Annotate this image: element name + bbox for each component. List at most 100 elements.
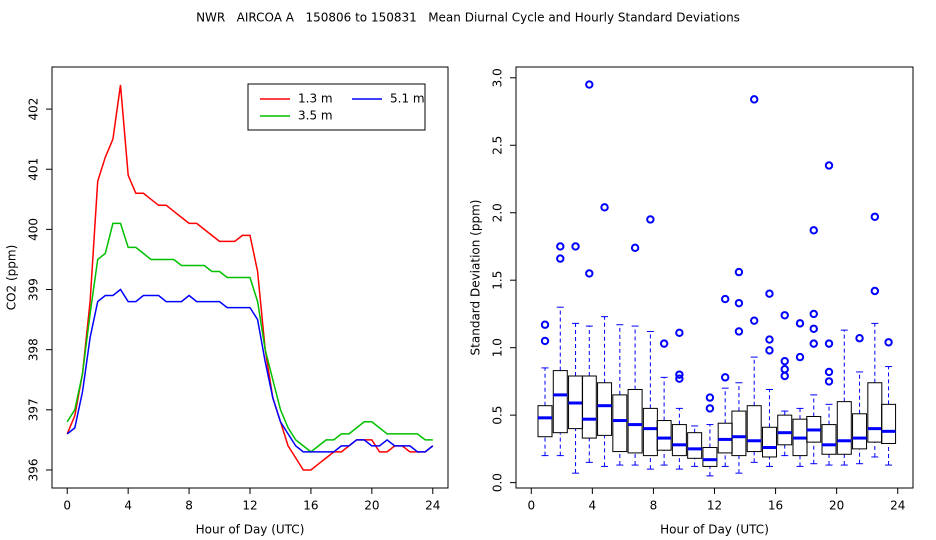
box <box>537 405 553 438</box>
outlier <box>750 95 759 104</box>
x-tick-label: 0 <box>63 499 71 513</box>
outlier <box>884 338 893 347</box>
outlier <box>824 377 834 386</box>
box <box>612 394 628 453</box>
y-tick-label: 2.5 <box>491 136 505 155</box>
box <box>746 405 762 453</box>
outlier <box>675 374 684 383</box>
y-tick-label: 0.5 <box>491 406 505 425</box>
outlier <box>540 320 550 329</box>
x-tick-label: 16 <box>303 499 318 513</box>
outlier <box>765 346 774 355</box>
outlier <box>780 356 789 366</box>
x-tick-label: 8 <box>650 499 658 513</box>
y-tick-label: 400 <box>27 218 41 241</box>
box <box>761 426 777 458</box>
outlier <box>540 336 550 346</box>
outlier <box>734 327 744 336</box>
series-line <box>66 288 434 453</box>
outlier <box>585 269 594 278</box>
y-tick-label: 398 <box>27 338 41 361</box>
x-tick-label: 4 <box>124 499 132 513</box>
y-tick-label: 2.0 <box>491 203 505 222</box>
box <box>627 388 643 454</box>
x-axis-label: Hour of Day (UTC) <box>196 523 305 537</box>
y-tick-label: 397 <box>27 398 41 421</box>
outlier <box>870 286 880 296</box>
series-line <box>66 222 433 453</box>
y-axis-label: CO2 (ppm) <box>5 245 19 311</box>
x-tick-label: 12 <box>242 499 257 513</box>
legend-box <box>247 83 426 131</box>
outlier <box>734 267 744 277</box>
x-tick-label: 24 <box>425 499 440 513</box>
outlier <box>765 335 774 344</box>
outlier <box>556 254 565 263</box>
legend-label: 5.1 m <box>390 92 425 106</box>
outlier <box>809 339 818 348</box>
outlier <box>734 298 744 308</box>
outlier <box>556 242 565 251</box>
x-tick-label: 20 <box>364 499 379 513</box>
box <box>687 432 703 459</box>
outlier <box>675 328 684 338</box>
box <box>671 424 687 457</box>
x-tick-label: 24 <box>890 499 905 513</box>
outlier <box>646 215 655 224</box>
box <box>656 420 672 451</box>
figure-title: NWR AIRCOA A 150806 to 150831 Mean Diurn… <box>196 11 740 25</box>
x-tick-label: 12 <box>707 499 722 513</box>
y-tick-label: 1.5 <box>491 271 505 290</box>
legend-label: 1.3 m <box>298 92 333 106</box>
box <box>702 447 718 467</box>
y-tick-label: 402 <box>27 98 41 121</box>
outlier <box>809 324 818 333</box>
y-tick-label: 3.0 <box>491 68 505 87</box>
outlier <box>675 370 684 379</box>
outlier <box>855 334 864 343</box>
box <box>552 370 568 434</box>
outlier <box>795 352 805 362</box>
outlier <box>585 80 594 89</box>
y-axis-label: Standard Deviation (ppm) <box>469 200 483 356</box>
y-tick-label: 396 <box>27 459 41 482</box>
outlier <box>720 294 730 304</box>
outlier <box>571 242 580 251</box>
y-tick-label: 1.0 <box>491 338 505 357</box>
outlier <box>630 243 640 253</box>
legend-label: 3.5 m <box>298 109 333 123</box>
outlier <box>765 289 774 298</box>
x-axis-label: Hour of Day (UTC) <box>660 523 769 537</box>
outlier <box>824 367 834 377</box>
outlier <box>780 365 789 374</box>
outlier <box>750 316 759 325</box>
outlier <box>720 373 730 382</box>
x-tick-label: 8 <box>185 499 193 513</box>
outlier <box>824 161 834 170</box>
series-line <box>66 84 434 471</box>
outlier <box>824 339 834 348</box>
outlier <box>809 226 818 235</box>
box <box>731 410 747 457</box>
x-tick-label: 16 <box>768 499 783 513</box>
outlier <box>659 339 669 348</box>
outlier <box>600 203 609 212</box>
x-tick-label: 4 <box>589 499 597 513</box>
box <box>852 413 868 450</box>
y-tick-label: 401 <box>27 158 41 181</box>
outlier <box>780 311 789 320</box>
y-tick-label: 0.0 <box>491 473 505 492</box>
x-tick-label: 20 <box>829 499 844 513</box>
box <box>836 401 852 455</box>
box <box>821 424 837 455</box>
outlier <box>870 212 880 221</box>
box <box>597 382 613 436</box>
x-tick-label: 0 <box>527 499 535 513</box>
outlier <box>705 393 715 402</box>
outlier <box>795 319 805 328</box>
box <box>881 403 897 444</box>
y-tick-label: 399 <box>27 278 41 301</box>
box <box>777 414 793 446</box>
